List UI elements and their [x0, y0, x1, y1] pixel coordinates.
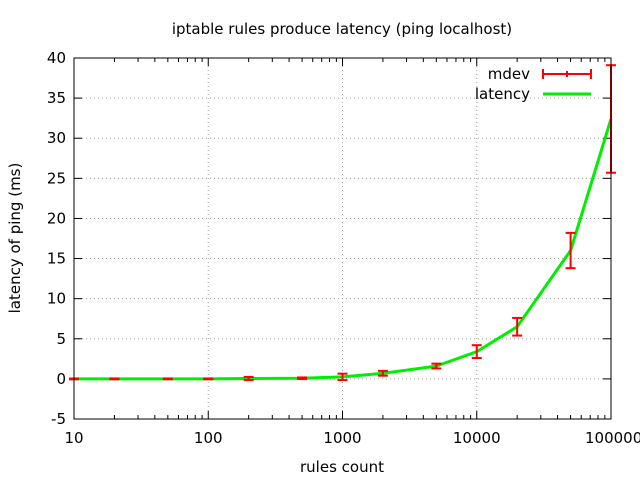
mdev-errorbar [565, 231, 576, 270]
x-tick-label: 100000 [585, 429, 640, 447]
legend-label-latency: latency [475, 85, 530, 103]
y-tick-label: 10 [47, 290, 66, 308]
axis-ticks: -5 0 5 10 15 20 25 30 35 40 10 100 1000 10000 100000 [47, 49, 640, 447]
y-tick-label: 5 [56, 330, 66, 348]
mdev-errorbar [297, 376, 308, 381]
mdev-errorbar [431, 362, 442, 370]
y-tick-label: 40 [47, 49, 66, 67]
y-tick-label: 15 [47, 250, 66, 268]
y-tick-label: 35 [47, 89, 66, 107]
x-tick-label: 10000 [453, 429, 501, 447]
mdev-errorbar [471, 344, 482, 360]
legend: mdev latency [475, 65, 592, 103]
mdev-errorbar [512, 316, 523, 337]
y-axis-label: latency of ping (ms) [6, 163, 24, 314]
x-tick-label: 10 [64, 429, 83, 447]
mdev-errorbar [203, 377, 214, 381]
x-axis-label: rules count [300, 458, 384, 476]
mdev-errorbar [377, 369, 388, 377]
legend-label-mdev: mdev [488, 65, 530, 83]
mdev-errorbar [109, 377, 120, 381]
plot-frame [73, 57, 612, 420]
mdev-errorbar [162, 377, 173, 381]
mdev-errorbar [337, 372, 348, 382]
y-tick-label: 30 [47, 129, 66, 147]
x-tick-label: 100 [194, 429, 223, 447]
y-tick-label: 0 [56, 370, 66, 388]
x-tick-label: 1000 [323, 429, 361, 447]
y-tick-label: -5 [51, 410, 66, 428]
latency-line [74, 118, 613, 381]
y-tick-label: 25 [47, 169, 66, 187]
y-tick-label: 20 [47, 209, 66, 227]
mdev-errorbar [243, 375, 254, 382]
grid-lines [74, 58, 611, 419]
chart-title: iptable rules produce latency (ping loca… [172, 20, 512, 38]
